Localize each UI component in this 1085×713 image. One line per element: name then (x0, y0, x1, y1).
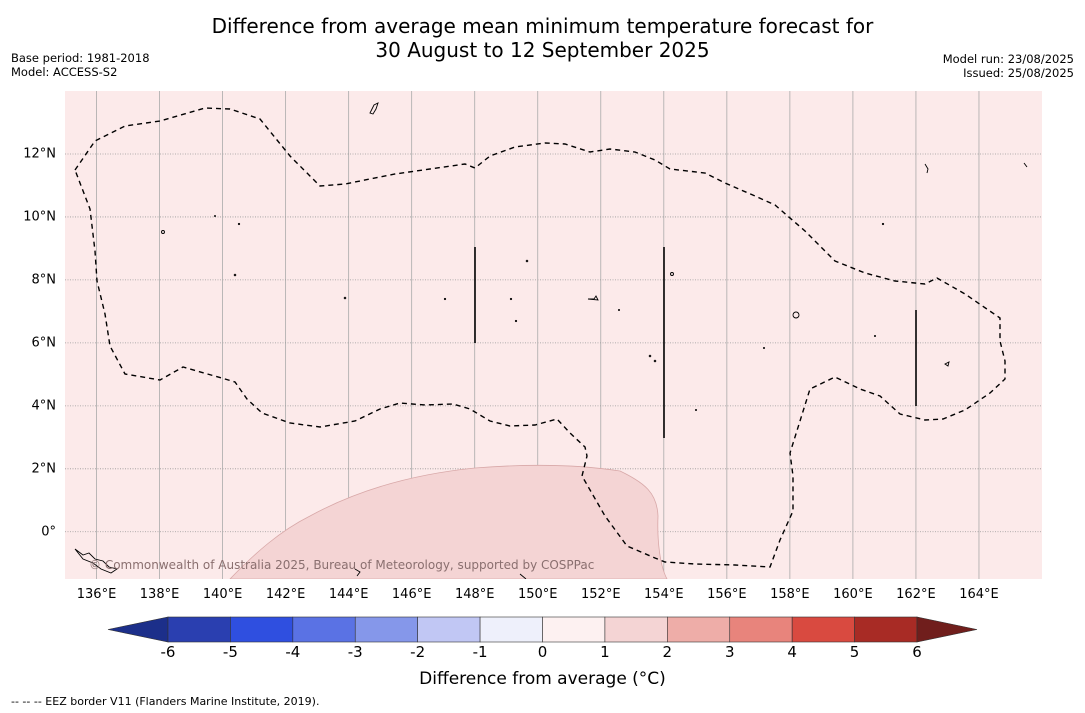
colorbar-tick-label: -4 (285, 643, 301, 661)
y-tick-label: 0° (41, 524, 56, 540)
colorbar-segment (667, 616, 731, 643)
colorbar-segment (542, 616, 606, 643)
x-tick-label: 146°E (391, 587, 432, 602)
map-title: Difference from average mean minimum tem… (0, 14, 1085, 62)
model-name: Model: ACCESS-S2 (11, 65, 118, 79)
colorbar-tick-label: 3 (724, 643, 735, 661)
meta-left: Base period: 1981-2018 Model: ACCESS-S2 (11, 51, 150, 79)
x-tick-label: 144°E (328, 587, 369, 602)
colorbar-tick-label: 2 (662, 643, 673, 661)
colorbar-segment (791, 616, 855, 643)
colorbar (107, 616, 978, 643)
colorbar-segment (167, 616, 231, 643)
y-tick-label: 8°N (31, 272, 57, 288)
colorbar-title: Difference from average (°C) (419, 669, 666, 689)
x-tick-label: 160°E (833, 587, 873, 602)
y-tick-label: 10°N (23, 209, 56, 225)
colorbar-segment (417, 616, 481, 643)
colorbar-segment (230, 616, 294, 643)
colorbar-tick-label: -2 (410, 643, 426, 661)
colorbar-tick-label: 4 (787, 643, 797, 661)
map-canvas (65, 91, 1042, 579)
colorbar-tick-label: -6 (160, 643, 176, 661)
colorbar-segment (479, 616, 543, 643)
warm-anomaly-zone (229, 464, 668, 579)
y-tick-label: 12°N (23, 146, 56, 162)
colorbar-tick-label: 1 (600, 643, 610, 661)
x-tick-label: 142°E (265, 587, 306, 602)
colorbar-segment (354, 616, 418, 643)
colorbar-segment (604, 616, 668, 643)
colorbar-segment (729, 616, 793, 643)
x-tick-label: 138°E (139, 587, 180, 602)
x-tick-label: 164°E (959, 587, 999, 602)
meta-right: Model run: 23/08/2025 Issued: 25/08/2025 (943, 52, 1074, 80)
x-tick-label: 162°E (896, 587, 936, 602)
colorbar-tick-label: 5 (849, 643, 860, 661)
base-period: Base period: 1981-2018 (11, 51, 150, 65)
colorbar-segment (854, 616, 918, 643)
colorbar-segment (292, 616, 356, 643)
colorbar-tick-label: -1 (472, 643, 488, 661)
copyright-notice: © Commonwealth of Australia 2025, Bureau… (89, 558, 595, 572)
colorbar-tick-label: -5 (222, 643, 238, 661)
x-tick-label: 140°E (202, 587, 243, 602)
colorbar-max-arrow (916, 616, 978, 643)
title-line-2: 30 August to 12 September 2025 (375, 38, 710, 62)
colorbar-tick-label: 6 (912, 643, 922, 661)
x-tick-label: 154°E (644, 587, 684, 602)
issued-date: Issued: 25/08/2025 (963, 66, 1074, 80)
y-tick-label: 6°N (31, 335, 57, 351)
x-tick-label: 136°E (76, 587, 117, 602)
map-area[interactable]: © Commonwealth of Australia 2025, Bureau… (65, 91, 1042, 579)
x-tick-label: 158°E (770, 587, 810, 602)
x-tick-label: 148°E (454, 587, 495, 602)
eez-border (74, 107, 1006, 568)
y-tick-label: 2°N (31, 461, 57, 477)
y-tick-label: 4°N (31, 398, 57, 414)
model-run: Model run: 23/08/2025 (942, 52, 1074, 66)
colorbar-min-arrow (107, 616, 169, 643)
title-line-1: Difference from average mean minimum tem… (211, 14, 874, 38)
x-tick-label: 150°E (517, 587, 558, 602)
colorbar-tick-label: 0 (537, 643, 548, 661)
x-tick-label: 152°E (581, 587, 621, 602)
islands (74, 102, 1028, 579)
x-tick-label: 156°E (707, 587, 747, 602)
colorbar-tick-label: -3 (347, 643, 363, 661)
eez-footnote: -- -- -- EEZ border V11 (Flanders Marine… (11, 695, 320, 708)
